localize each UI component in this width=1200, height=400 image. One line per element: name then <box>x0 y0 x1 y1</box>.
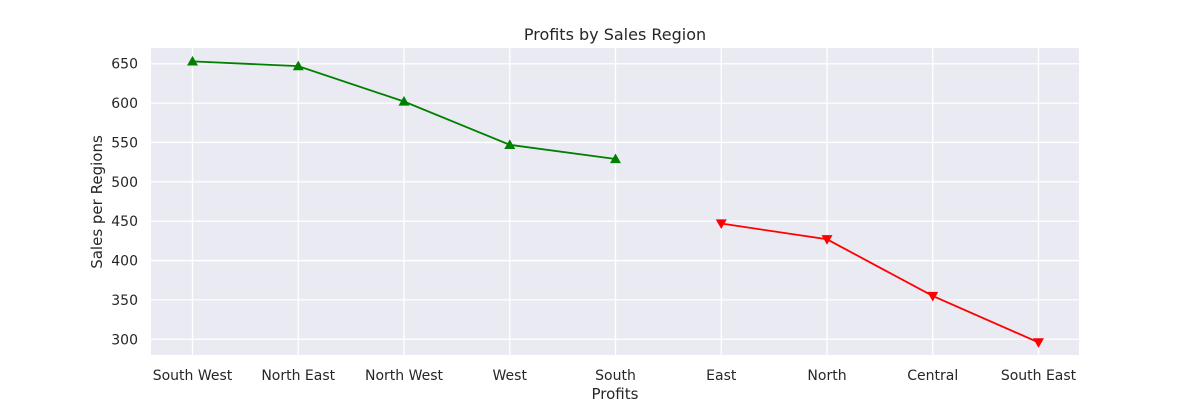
x-tick-label: North <box>807 368 846 384</box>
x-tick-label: East <box>706 368 737 384</box>
y-tick-label: 550 <box>111 135 138 151</box>
x-tick-label: West <box>493 368 528 384</box>
y-tick-label: 650 <box>111 57 138 73</box>
y-tick-label: 450 <box>111 214 138 230</box>
x-axis-label: Profits <box>592 385 639 400</box>
x-tick-label: South <box>595 368 636 384</box>
x-tick-label: South West <box>153 368 233 384</box>
data-point-marker <box>398 96 410 106</box>
x-tick-label: South East <box>1001 368 1077 384</box>
data-point-marker <box>292 60 304 71</box>
y-tick-label: 350 <box>111 293 138 309</box>
y-tick-label: 500 <box>111 175 138 191</box>
y-tick-label: 300 <box>111 332 138 348</box>
series-group <box>187 55 1044 348</box>
x-tick-label: North East <box>261 368 335 384</box>
x-tick-label: North West <box>365 368 444 384</box>
y-tick-label: 400 <box>111 254 138 270</box>
data-point-marker <box>610 153 621 164</box>
y-axis-label: Sales per Regions <box>88 135 106 269</box>
data-point-marker <box>927 291 939 302</box>
data-point-marker <box>1033 338 1044 348</box>
chart-title: Profits by Sales Region <box>524 25 706 44</box>
data-point-marker <box>821 235 833 245</box>
series-line-2 <box>721 222 1039 344</box>
y-tick-label: 600 <box>111 96 138 112</box>
x-tick-label: Central <box>907 368 958 384</box>
x-tick-labels: South West North East North West West South E… <box>153 368 1077 384</box>
data-point-marker <box>504 139 516 149</box>
data-point-marker <box>187 55 198 66</box>
y-tick-labels: 300 350 400 450 500 550 600 650 <box>111 57 138 349</box>
data-point-marker <box>715 219 727 230</box>
